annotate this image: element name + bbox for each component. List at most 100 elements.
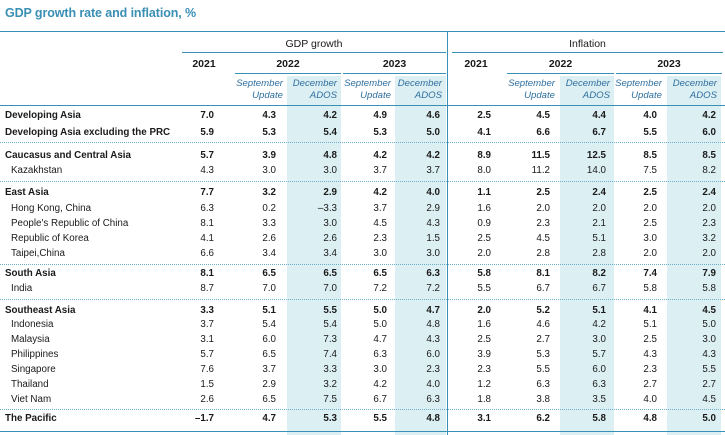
cell-value: 7.7 — [200, 187, 214, 198]
subheader-december-ados: December ADOS — [672, 78, 717, 101]
cell-value: 2.9 — [426, 203, 440, 214]
cell-value: 3.4 — [323, 248, 337, 259]
row-label: Caucasus and Central Asia — [5, 150, 131, 161]
cell-value: 5.4 — [323, 319, 337, 330]
cell-value: 6.7 — [536, 283, 550, 294]
cell-value: 4.3 — [262, 110, 276, 121]
gdp-2022-rule — [235, 73, 341, 74]
cell-value: 3.1 — [200, 334, 214, 345]
cell-value: 5.5 — [323, 305, 337, 316]
table-row: India 8.7 7.0 7.0 7.2 7.2 5.5 6.7 6.7 5.8 5.8 — [0, 283, 725, 297]
cell-value: 8.1 — [536, 268, 550, 279]
row-rule — [0, 409, 725, 410]
cell-value: 2.4 — [592, 187, 606, 198]
cell-value: 6.3 — [373, 349, 387, 360]
table-row: Taipei,China 6.6 3.4 3.4 3.0 3.0 2.0 2.8 2.8 2.0 2… — [0, 248, 725, 262]
inflation-2023-rule — [616, 73, 722, 74]
cell-value: 5.4 — [323, 127, 337, 138]
year-header: 2021 — [192, 58, 216, 70]
cell-value: 7.3 — [323, 334, 337, 345]
table-row: Malaysia 3.1 6.0 7.3 4.7 4.3 2.5 2.7 3.0 2.5 3.0 — [0, 334, 725, 348]
cell-value: 5.8 — [643, 283, 657, 294]
subheader-december-ados: December ADOS — [565, 78, 610, 101]
cell-value: 4.9 — [373, 110, 387, 121]
table-row: Hong Kong, China 6.3 0.2 –3.3 3.7 2.9 1.6 2.0 2.… — [0, 203, 725, 217]
subheader-september-update: September Update — [508, 78, 555, 101]
row-label: Indonesia — [11, 319, 54, 330]
cell-value: 2.5 — [477, 110, 491, 121]
cell-value: 4.0 — [426, 187, 440, 198]
subheader-september-update: September Update — [236, 78, 283, 101]
cell-value: 2.3 — [702, 218, 716, 229]
cell-value: 2.7 — [643, 379, 657, 390]
cell-value: 6.5 — [262, 268, 276, 279]
cell-value: 2.5 — [477, 334, 491, 345]
bottom-rule — [0, 431, 725, 432]
cell-value: 5.1 — [592, 233, 606, 244]
year-header: 2021 — [464, 58, 488, 70]
cell-value: 8.1 — [200, 218, 214, 229]
cell-value: 3.0 — [426, 248, 440, 259]
cell-value: 3.2 — [702, 233, 716, 244]
cell-value: 4.1 — [200, 233, 214, 244]
cell-value: 7.9 — [702, 268, 716, 279]
cell-value: 4.3 — [702, 349, 716, 360]
cell-value: 5.2 — [536, 305, 550, 316]
cell-value: 2.4 — [702, 187, 716, 198]
row-label: Republic of Korea — [11, 233, 89, 244]
cell-value: 4.1 — [643, 305, 657, 316]
cell-value: 5.7 — [592, 349, 606, 360]
cell-value: 2.7 — [702, 379, 716, 390]
table-row: Republic of Korea 4.1 2.6 2.6 2.3 1.5 2.5 4.5 5.… — [0, 233, 725, 247]
cell-value: –3.3 — [317, 203, 337, 214]
table-row: Developing Asia 7.0 4.3 4.2 4.9 4.6 2.5 4.5 4.4 4… — [0, 110, 725, 124]
cell-value: 6.3 — [536, 379, 550, 390]
cell-value: 6.5 — [373, 268, 387, 279]
cell-value: 0.9 — [477, 218, 491, 229]
cell-value: 2.6 — [262, 233, 276, 244]
subheader-december-ados: December ADOS — [397, 78, 442, 101]
shade-gdp-2022-december — [287, 76, 341, 435]
row-label: South Asia — [5, 268, 56, 279]
cell-value: 5.8 — [592, 413, 606, 424]
cell-value: 5.5 — [373, 413, 387, 424]
inflation-header-rule — [452, 52, 723, 53]
cell-value: 4.3 — [426, 334, 440, 345]
row-label: Philippines — [11, 349, 59, 360]
cell-value: 2.5 — [643, 218, 657, 229]
row-rule — [0, 142, 725, 143]
cell-value: 14.0 — [586, 165, 606, 176]
cell-value: 6.5 — [323, 268, 337, 279]
cell-value: 3.7 — [426, 165, 440, 176]
table-row: Viet Nam 2.6 6.5 7.5 6.7 6.3 1.8 3.8 3.5 4.0 4.5 — [0, 394, 725, 408]
cell-value: 3.1 — [477, 413, 491, 424]
cell-value: 5.0 — [702, 413, 716, 424]
row-rule — [0, 299, 725, 300]
cell-value: 5.3 — [262, 127, 276, 138]
cell-value: 4.2 — [323, 110, 337, 121]
cell-value: 6.0 — [702, 127, 716, 138]
cell-value: 3.7 — [200, 319, 214, 330]
row-label: Taipei,China — [11, 248, 65, 259]
cell-value: 5.7 — [200, 150, 214, 161]
table-row: Indonesia 3.7 5.4 5.4 5.0 4.8 1.6 4.6 4.2 5.1 5.0 — [0, 319, 725, 333]
cell-value: 2.8 — [592, 248, 606, 259]
cell-value: 4.7 — [373, 334, 387, 345]
cell-value: 7.0 — [200, 110, 214, 121]
cell-value: 2.0 — [702, 248, 716, 259]
cell-value: 4.5 — [702, 305, 716, 316]
cell-value: 3.3 — [323, 364, 337, 375]
cell-value: 4.4 — [592, 110, 606, 121]
cell-value: 1.2 — [477, 379, 491, 390]
cell-value: 5.0 — [373, 319, 387, 330]
cell-value: 5.4 — [262, 319, 276, 330]
cell-value: 4.3 — [200, 165, 214, 176]
cell-value: 2.7 — [536, 334, 550, 345]
cell-value: 7.0 — [323, 283, 337, 294]
cell-value: 6.6 — [536, 127, 550, 138]
row-label: Hong Kong, China — [11, 203, 92, 214]
cell-value: 3.4 — [262, 248, 276, 259]
cell-value: 4.5 — [702, 394, 716, 405]
cell-value: 5.5 — [477, 283, 491, 294]
cell-value: 5.0 — [426, 127, 440, 138]
